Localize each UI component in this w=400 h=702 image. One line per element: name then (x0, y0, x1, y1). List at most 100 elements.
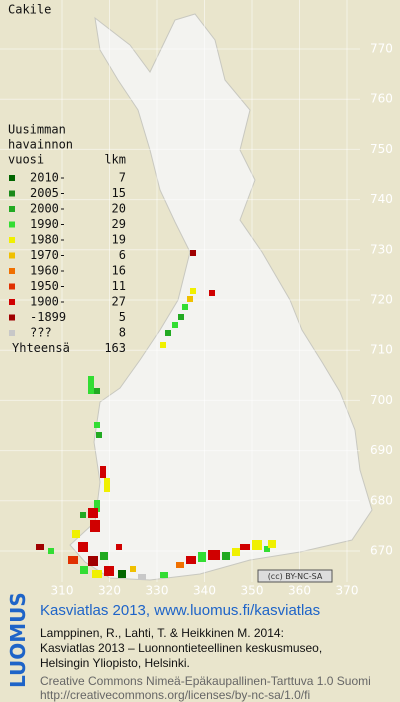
record-square (178, 314, 184, 320)
legend-swatch (9, 206, 15, 212)
legend-count: 29 (112, 217, 126, 231)
northing-label: 750 (370, 142, 393, 156)
legend-label: -1899 (30, 310, 66, 324)
legend-label: ??? (30, 326, 52, 340)
legend-count: 20 (112, 202, 126, 216)
easting-label: 340 (193, 584, 216, 598)
legend-count: 6 (119, 248, 126, 262)
citation-line: Lamppinen, R., Lahti, T. & Heikkinen M. … (40, 626, 284, 640)
record-square (94, 422, 100, 428)
legend-count: 15 (112, 186, 126, 200)
legend-label: 1970- (30, 248, 66, 262)
record-square (96, 432, 102, 438)
site-link[interactable]: Kasviatlas 2013, www.luomus.fi/kasviatla… (40, 602, 321, 619)
cc-badge: (cc) BY-NC-SA (257, 569, 333, 583)
northing-label: 710 (370, 343, 393, 357)
record-square (186, 556, 196, 564)
record-square (130, 566, 136, 572)
northing-label: 770 (370, 42, 393, 56)
records (36, 250, 276, 580)
legend-heading: havainnon (8, 138, 73, 152)
easting-label: 330 (146, 584, 169, 598)
northing-label: 760 (370, 92, 393, 106)
record-square (88, 556, 98, 566)
record-square (176, 562, 184, 568)
citation-line: Kasviatlas 2013 – Luonnontieteellinen ke… (40, 641, 323, 655)
record-square (172, 322, 178, 328)
legend-label: 2010- (30, 171, 66, 185)
legend-swatch (9, 330, 15, 336)
license-line: http://creativecommons.org/licenses/by-n… (40, 688, 311, 702)
legend-count: 7 (119, 171, 126, 185)
record-square (165, 330, 171, 336)
legend-label: 2005- (30, 186, 66, 200)
legend-label: 1950- (30, 279, 66, 293)
logo: LUOMUS (6, 592, 30, 688)
record-square (104, 478, 110, 492)
record-square (232, 548, 240, 556)
easting-label: 350 (241, 584, 264, 598)
easting-label: 370 (336, 584, 359, 598)
record-square (48, 548, 54, 554)
legend-label: 2000- (30, 202, 66, 216)
record-square (138, 574, 146, 580)
record-square (118, 570, 126, 578)
record-square (88, 508, 98, 518)
legend-total: 163 (104, 341, 126, 355)
legend-swatch (9, 190, 15, 197)
legend-count: 8 (119, 326, 126, 340)
record-square (252, 540, 262, 550)
badge-box (257, 569, 333, 583)
legend-count: 16 (112, 264, 126, 278)
legend-swatch (9, 175, 15, 181)
record-square (104, 566, 114, 576)
northing-label: 720 (370, 293, 393, 307)
record-square (160, 342, 166, 348)
legend-label: 1900- (30, 295, 66, 309)
legend-label: 1990- (30, 217, 66, 231)
record-square (90, 520, 100, 532)
badge-text: (cc) BY-NC-SA (268, 572, 323, 581)
record-square (209, 290, 215, 296)
record-square (116, 544, 122, 550)
country-shape (69, 13, 373, 581)
legend-swatch (9, 252, 15, 259)
record-square (268, 540, 276, 548)
northing-label: 670 (370, 544, 393, 558)
northing-label: 740 (370, 192, 393, 206)
title: Cakile (8, 3, 51, 17)
legend-label: 1980- (30, 233, 66, 247)
record-square (92, 570, 102, 578)
legend-swatch (9, 299, 15, 305)
legend-heading: Uusimman (8, 123, 66, 137)
northing-label: 730 (370, 242, 393, 256)
northing-label: 690 (370, 443, 393, 457)
license-line: Creative Commons Nimeä-Epäkaupallinen-Ta… (40, 674, 371, 688)
record-square (88, 376, 94, 394)
record-square (80, 566, 88, 574)
record-square (68, 556, 78, 564)
easting-label: 320 (98, 584, 121, 598)
record-square (100, 552, 108, 560)
record-square (198, 552, 206, 562)
easting-label: 310 (51, 584, 74, 598)
record-square (72, 530, 80, 538)
record-square (187, 296, 193, 302)
legend-count: 27 (112, 295, 126, 309)
record-square (80, 512, 86, 518)
legend-heading: vuosi (8, 153, 44, 167)
legend-count: 19 (112, 233, 126, 247)
northing-label: 680 (370, 493, 393, 507)
record-square (36, 544, 44, 550)
record-square (208, 550, 220, 560)
record-square (190, 288, 196, 294)
record-square (78, 542, 88, 552)
citation-line: Helsingin Yliopisto, Helsinki. (40, 656, 190, 670)
legend-swatch (9, 268, 15, 274)
legend-swatch (9, 283, 15, 290)
record-square (182, 304, 188, 310)
record-square (190, 250, 196, 256)
